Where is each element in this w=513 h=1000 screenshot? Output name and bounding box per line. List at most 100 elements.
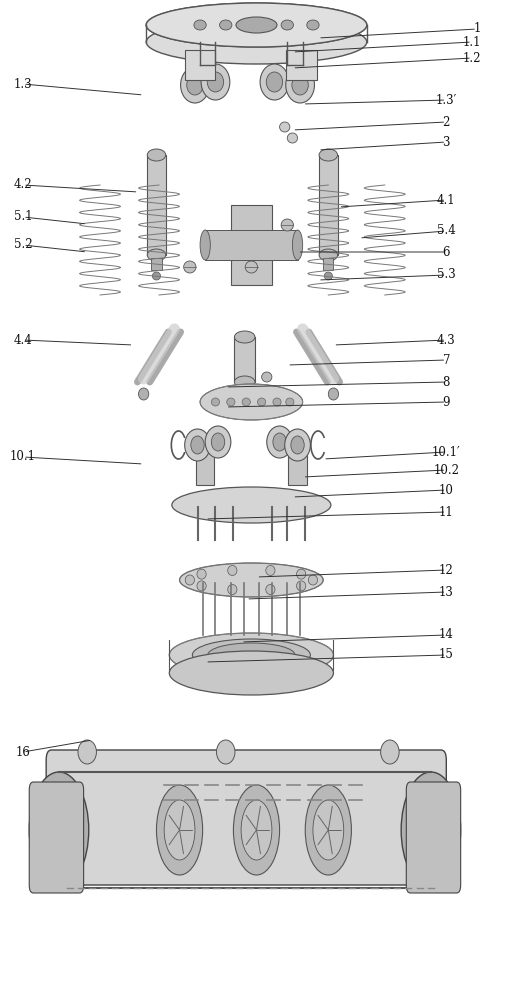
Ellipse shape — [227, 398, 235, 406]
Text: 5.4: 5.4 — [437, 225, 456, 237]
Ellipse shape — [164, 800, 195, 860]
Ellipse shape — [191, 436, 204, 454]
Ellipse shape — [78, 740, 96, 764]
Ellipse shape — [208, 643, 295, 667]
Ellipse shape — [187, 75, 203, 95]
Text: 9: 9 — [443, 395, 450, 408]
Text: 10.1′: 10.1′ — [432, 446, 461, 458]
FancyBboxPatch shape — [406, 782, 461, 893]
Ellipse shape — [197, 569, 206, 579]
Ellipse shape — [152, 272, 161, 280]
Ellipse shape — [307, 20, 319, 30]
FancyBboxPatch shape — [147, 155, 166, 255]
Ellipse shape — [328, 388, 339, 400]
Text: 1.1: 1.1 — [463, 35, 481, 48]
FancyBboxPatch shape — [234, 337, 255, 382]
Ellipse shape — [297, 581, 306, 591]
Ellipse shape — [205, 426, 231, 458]
Ellipse shape — [242, 398, 250, 406]
Ellipse shape — [286, 67, 314, 103]
FancyBboxPatch shape — [288, 445, 307, 485]
Text: 10: 10 — [439, 484, 453, 496]
Ellipse shape — [146, 20, 367, 64]
Ellipse shape — [319, 249, 338, 261]
Ellipse shape — [266, 585, 275, 595]
Ellipse shape — [423, 815, 439, 845]
Text: 1.2: 1.2 — [463, 51, 481, 64]
Ellipse shape — [281, 219, 293, 231]
Ellipse shape — [305, 785, 351, 875]
Ellipse shape — [147, 149, 166, 161]
Ellipse shape — [258, 398, 266, 406]
FancyBboxPatch shape — [205, 230, 298, 260]
Ellipse shape — [313, 800, 344, 860]
Ellipse shape — [292, 230, 303, 260]
Ellipse shape — [146, 3, 367, 47]
Ellipse shape — [156, 785, 203, 875]
Ellipse shape — [281, 20, 293, 30]
Ellipse shape — [40, 792, 78, 868]
Text: 14: 14 — [439, 629, 453, 642]
Text: 5.3: 5.3 — [437, 268, 456, 282]
Text: 1: 1 — [473, 22, 481, 35]
Ellipse shape — [292, 75, 308, 95]
Ellipse shape — [287, 133, 298, 143]
Text: 1.3′: 1.3′ — [436, 94, 457, 106]
FancyBboxPatch shape — [196, 445, 214, 485]
Ellipse shape — [241, 800, 272, 860]
Ellipse shape — [381, 740, 399, 764]
Ellipse shape — [200, 230, 210, 260]
FancyBboxPatch shape — [231, 205, 272, 285]
Ellipse shape — [286, 398, 294, 406]
Ellipse shape — [245, 261, 258, 273]
Ellipse shape — [297, 569, 306, 579]
Ellipse shape — [285, 429, 310, 461]
Ellipse shape — [273, 433, 286, 451]
Ellipse shape — [280, 122, 290, 132]
Ellipse shape — [220, 20, 232, 30]
Ellipse shape — [201, 64, 230, 100]
FancyBboxPatch shape — [323, 258, 333, 270]
Ellipse shape — [196, 439, 214, 451]
Text: 5.1: 5.1 — [14, 211, 32, 224]
Ellipse shape — [180, 563, 323, 597]
Text: 4.2: 4.2 — [14, 178, 32, 192]
Text: 15: 15 — [439, 648, 453, 662]
Ellipse shape — [262, 372, 272, 382]
Ellipse shape — [211, 433, 225, 451]
Ellipse shape — [211, 398, 220, 406]
Ellipse shape — [181, 67, 209, 103]
FancyBboxPatch shape — [151, 258, 162, 270]
Ellipse shape — [169, 651, 333, 695]
Text: 4.1: 4.1 — [437, 194, 456, 207]
FancyBboxPatch shape — [29, 782, 84, 893]
Text: 3: 3 — [443, 135, 450, 148]
Text: 1.3: 1.3 — [14, 78, 32, 91]
Text: 10.1: 10.1 — [10, 450, 36, 464]
FancyBboxPatch shape — [185, 50, 215, 80]
Text: 4.3: 4.3 — [437, 334, 456, 347]
Ellipse shape — [147, 249, 166, 261]
Text: 7: 7 — [443, 354, 450, 366]
Text: 12: 12 — [439, 564, 453, 576]
Text: 10.2: 10.2 — [433, 464, 459, 477]
Ellipse shape — [192, 639, 310, 671]
FancyBboxPatch shape — [46, 750, 446, 885]
Ellipse shape — [228, 585, 237, 595]
Text: 6: 6 — [443, 245, 450, 258]
Ellipse shape — [29, 772, 89, 888]
Text: 11: 11 — [439, 506, 453, 518]
Ellipse shape — [266, 72, 283, 92]
Ellipse shape — [194, 20, 206, 30]
Ellipse shape — [184, 261, 196, 273]
Ellipse shape — [169, 633, 333, 677]
Ellipse shape — [236, 17, 277, 33]
Text: 16: 16 — [16, 746, 30, 758]
Ellipse shape — [207, 72, 224, 92]
Ellipse shape — [172, 487, 331, 523]
FancyBboxPatch shape — [319, 155, 338, 255]
Ellipse shape — [401, 772, 461, 888]
Ellipse shape — [267, 426, 292, 458]
Ellipse shape — [319, 149, 338, 161]
Ellipse shape — [233, 785, 280, 875]
